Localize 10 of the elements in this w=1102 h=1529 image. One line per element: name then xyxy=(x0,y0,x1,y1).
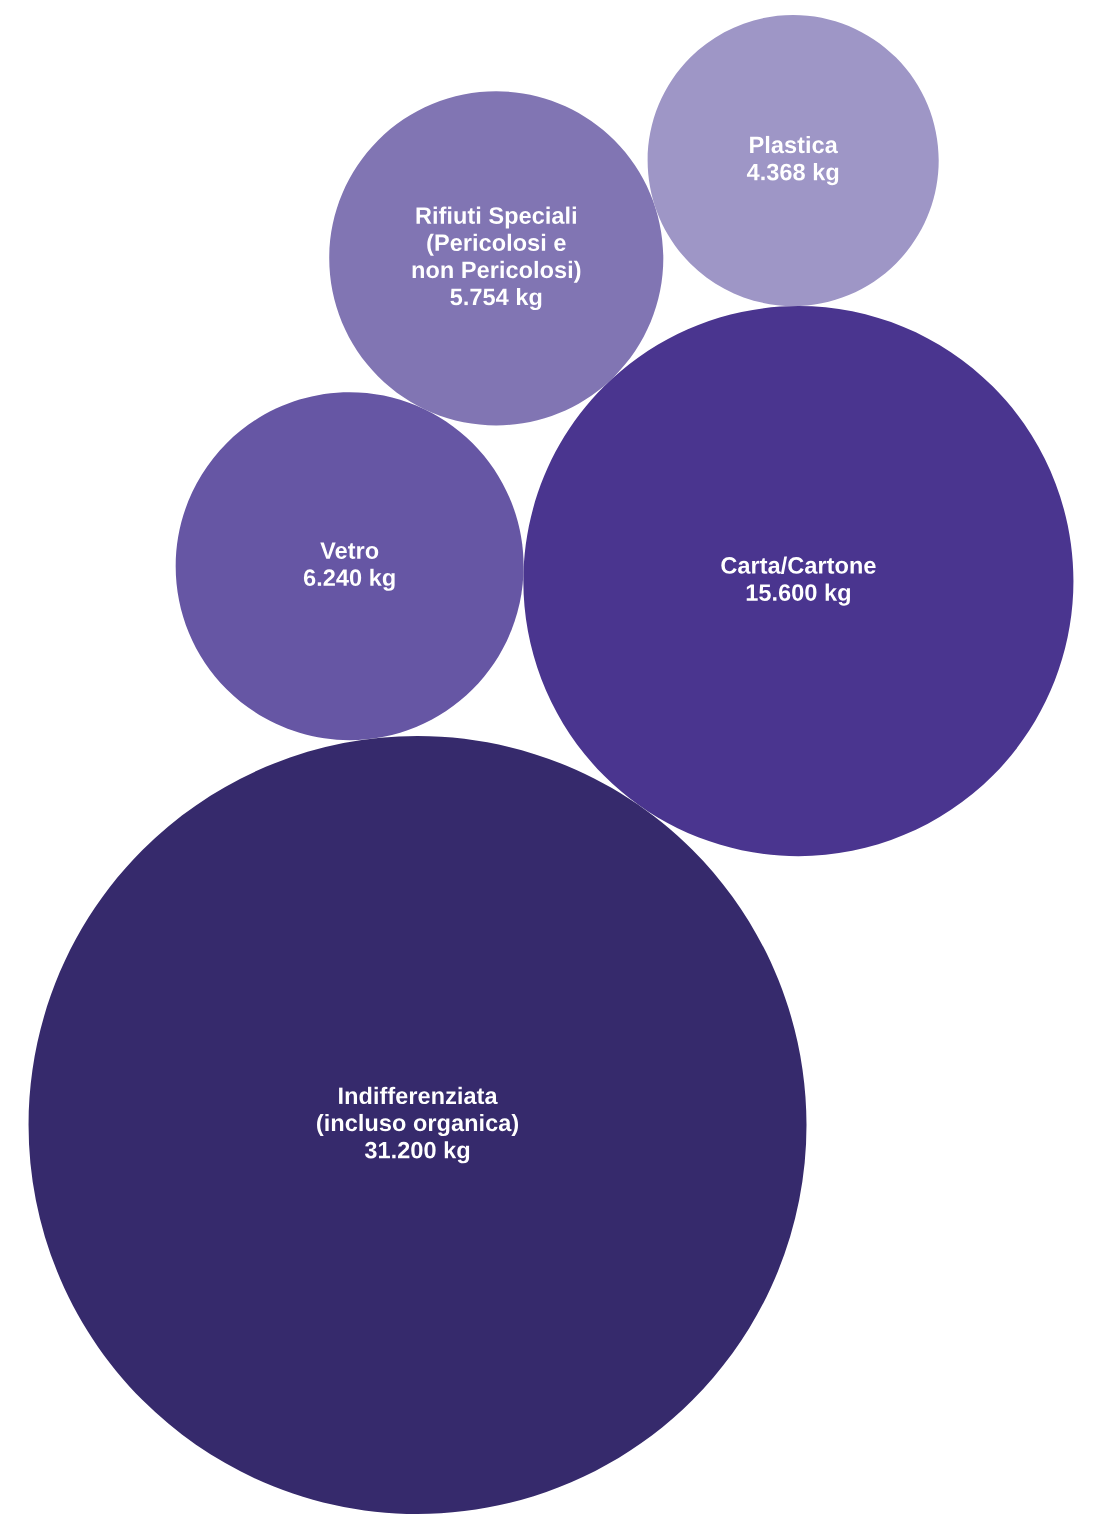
data-label: 5.754 kg xyxy=(450,288,542,311)
category-label: Vetro xyxy=(320,542,379,559)
data-label: 6.240 kg xyxy=(303,568,395,591)
category-label: Indifferenziata (incluso organica) xyxy=(317,1086,519,1137)
data-label: 4.368 kg xyxy=(746,163,839,186)
category-label: Plastica xyxy=(750,135,838,154)
category-label: Carta/Cartone xyxy=(721,556,876,575)
category-label: Rifiuti Speciali (Pericolosi e non Pericolosi) xyxy=(412,206,581,283)
data-label: 31.200 kg xyxy=(364,1141,470,1164)
data-label: 15.600 kg xyxy=(746,583,850,606)
